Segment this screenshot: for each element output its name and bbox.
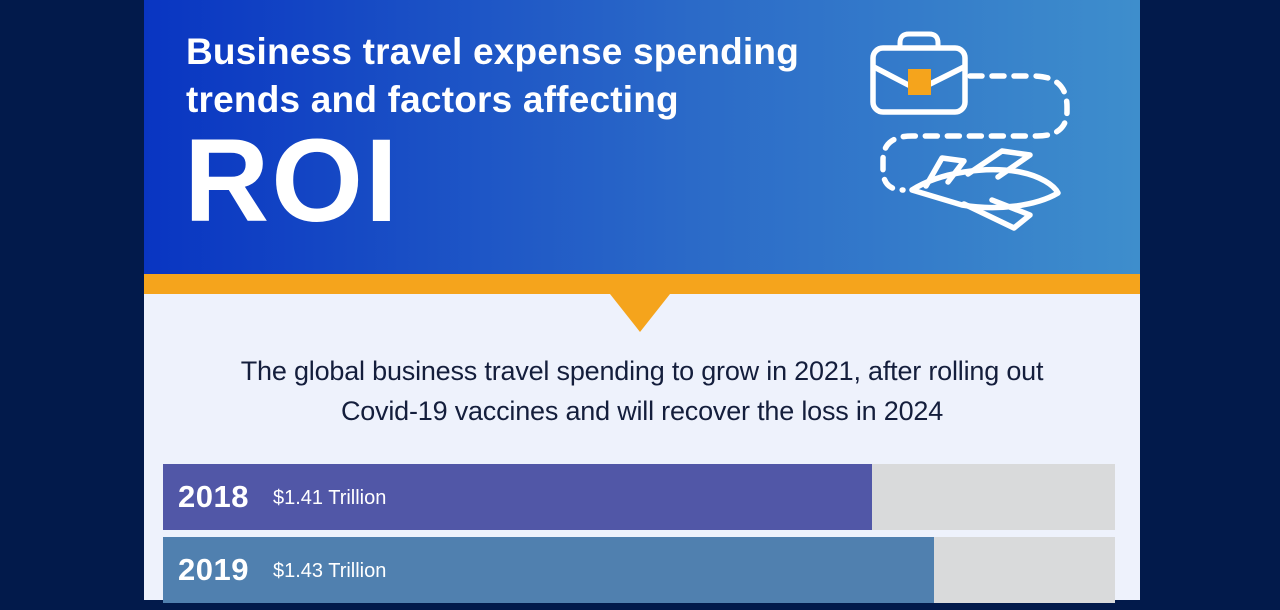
page-title-line2: trends and factors affecting xyxy=(186,79,679,120)
chart-bar-value-label: $1.43 Trillion xyxy=(272,560,387,582)
chart-bar-fill: 2019 $1.43 Trillion xyxy=(163,537,935,603)
header-banner: Business travel expense spending trends … xyxy=(144,0,1140,274)
chart-bar-year-label: 2019 xyxy=(178,552,249,587)
chart-bars: 2018 $1.41 Trillion 2019 $1.43 Trillion xyxy=(163,464,1115,610)
intro-line1: The global business travel spending to g… xyxy=(240,356,1044,386)
chart-bar-year-label: 2018 xyxy=(178,479,249,514)
briefcase-icon xyxy=(870,31,968,115)
chart-bar-row: 2018 $1.41 Trillion xyxy=(163,464,1115,530)
airplane-icon xyxy=(909,148,1061,231)
page-title-line1: Business travel expense spending xyxy=(186,31,800,72)
chart-bar-fill: 2018 $1.41 Trillion xyxy=(163,464,873,530)
chart-bar-value-label: $1.41 Trillion xyxy=(272,487,387,509)
business-travel-icon xyxy=(870,31,1070,231)
page-title-highlight: ROI xyxy=(184,115,400,247)
intro-text: The global business travel spending to g… xyxy=(144,351,1140,431)
down-arrow-icon xyxy=(610,294,670,332)
briefcase-clasp xyxy=(908,69,931,95)
page-title: Business travel expense spending trends … xyxy=(186,28,799,124)
accent-divider-bar xyxy=(144,274,1140,294)
infographic-panel: Business travel expense spending trends … xyxy=(144,0,1140,603)
route-dashed-icon xyxy=(880,73,1070,193)
chart-bar-row: 2019 $1.43 Trillion xyxy=(163,537,1115,603)
intro-line2: Covid-19 vaccines and will recover the l… xyxy=(340,396,944,426)
